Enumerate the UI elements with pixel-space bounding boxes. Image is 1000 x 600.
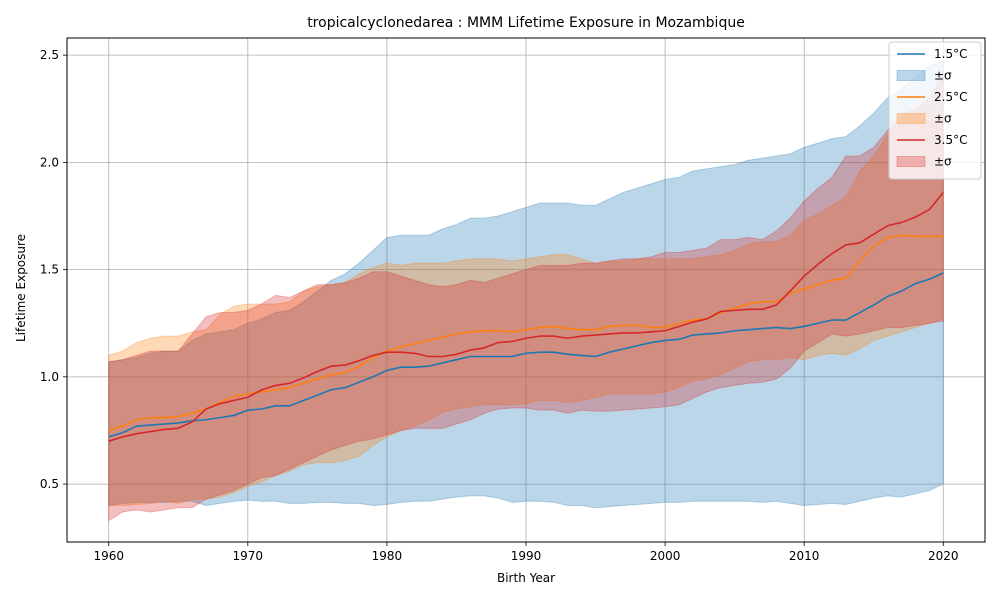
- band-series-2: [108, 112, 944, 507]
- line-series-3: [108, 191, 944, 442]
- legend-series-label: 1.5°C: [934, 47, 967, 61]
- legend-box: [888, 41, 982, 180]
- legend-band-label: ±σ: [934, 69, 952, 83]
- x-tick-label: 2010: [789, 549, 820, 563]
- x-tick-label: 2020: [928, 549, 959, 563]
- y-tick-label: 1.0: [40, 370, 59, 384]
- legend-series-label: 2.5°C: [934, 90, 967, 104]
- series-lines: [108, 191, 944, 442]
- line-series-2: [108, 234, 944, 432]
- line-series-1: [108, 272, 944, 438]
- chart-title: tropicalcyclonedarea : MMM Lifetime Expo…: [307, 15, 745, 31]
- legend-band-label: ±σ: [934, 155, 952, 169]
- legend: 1.5°C ±σ 2.5°C ±σ 3.5°C ±σ: [888, 41, 982, 180]
- x-tick-label: 2000: [650, 549, 681, 563]
- x-tick-label: 1990: [511, 549, 542, 563]
- x-tick-label: 1970: [233, 549, 264, 563]
- x-tick-label: 1960: [93, 549, 124, 563]
- band-series-1: [108, 60, 944, 509]
- legend-band-swatch: [896, 156, 926, 167]
- band-series-3: [108, 72, 944, 522]
- y-tick-label: 2.0: [40, 155, 59, 169]
- y-tick-label: 2.5: [40, 48, 59, 62]
- y-tick-label: 0.5: [40, 477, 59, 491]
- x-axis-ticks: 1960 1970 1980 1990 2000 2010 2020: [93, 542, 959, 563]
- error-bands: [108, 60, 944, 522]
- x-tick-label: 1980: [372, 549, 403, 563]
- x-axis-label: Birth Year: [497, 571, 555, 585]
- y-axis-ticks: 0.5 1.0 1.5 2.0 2.5: [40, 48, 67, 491]
- legend-band-swatch: [896, 113, 926, 124]
- legend-series-label: 3.5°C: [934, 133, 967, 147]
- legend-band-swatch: [896, 70, 926, 81]
- y-tick-label: 1.5: [40, 263, 59, 277]
- legend-band-label: ±σ: [934, 112, 952, 126]
- y-axis-label: Lifetime Exposure: [14, 234, 28, 342]
- grid: [67, 38, 985, 542]
